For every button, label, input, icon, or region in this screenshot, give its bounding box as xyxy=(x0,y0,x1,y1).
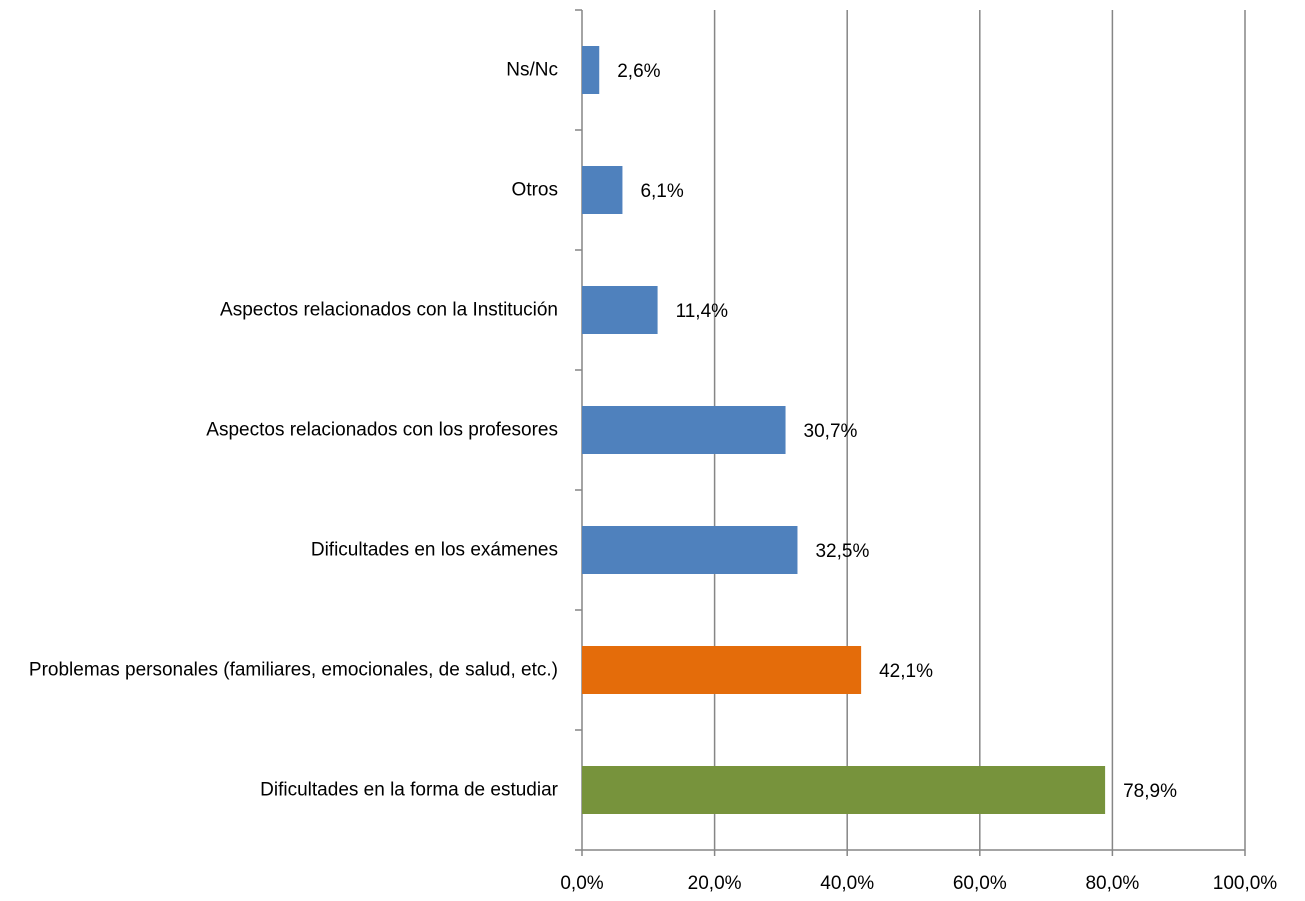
y-tick-label: Aspectos relacionados con los profesores xyxy=(206,419,558,441)
data-label: 42,1% xyxy=(879,661,933,682)
bar xyxy=(582,286,658,334)
y-tick-label: Dificultades en los exámenes xyxy=(310,539,558,561)
data-label: 11,4% xyxy=(676,301,729,322)
x-tick-label: 0,0% xyxy=(560,873,603,894)
bar xyxy=(582,166,623,214)
bar xyxy=(582,646,862,694)
data-label: 32,5% xyxy=(815,541,869,562)
data-label: 78,9% xyxy=(1123,781,1177,802)
bar xyxy=(582,526,798,574)
bar xyxy=(582,406,786,454)
y-tick-label: Otros xyxy=(511,179,558,201)
data-label: 30,7% xyxy=(804,421,858,442)
y-tick-label: Dificultades en la forma de estudiar xyxy=(260,779,558,801)
x-tick-label: 60,0% xyxy=(953,873,1007,894)
data-label: 2,6% xyxy=(617,61,660,82)
x-tick-label: 80,0% xyxy=(1085,873,1139,894)
x-tick-label: 20,0% xyxy=(688,873,742,894)
x-tick-label: 40,0% xyxy=(820,873,874,894)
bar xyxy=(582,46,600,94)
y-tick-label: Problemas personales (familiares, emocio… xyxy=(28,659,558,681)
x-tick-label: 100,0% xyxy=(1213,873,1278,894)
data-label: 6,1% xyxy=(640,181,683,202)
y-tick-label: Aspectos relacionados con la Institución xyxy=(220,299,558,321)
bar xyxy=(582,766,1106,814)
y-tick-label: Ns/Nc xyxy=(506,59,558,81)
